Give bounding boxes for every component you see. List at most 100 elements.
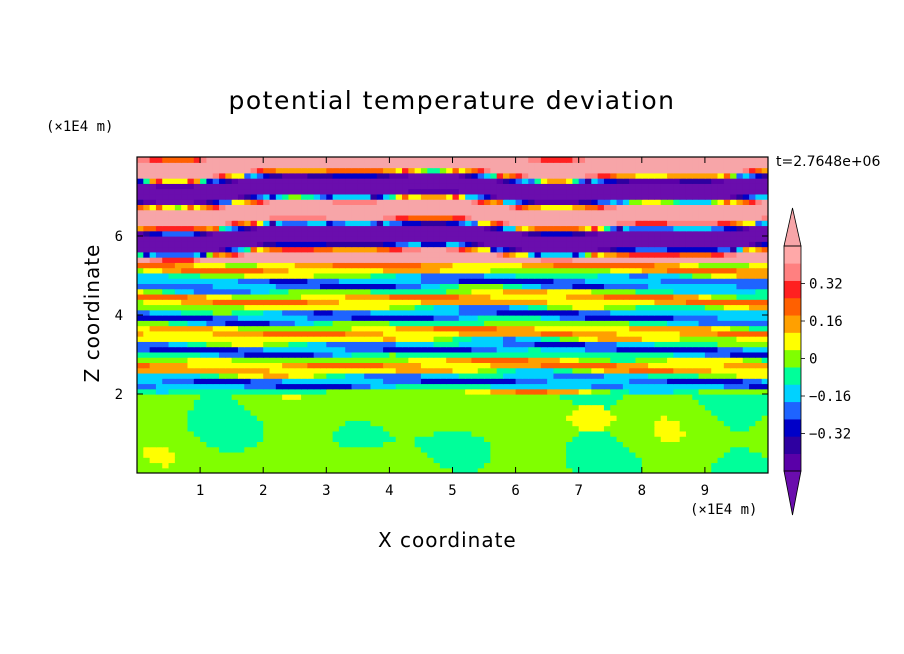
heatmap-cell [200, 420, 208, 427]
heatmap-cell [585, 304, 592, 311]
heatmap-cell [149, 378, 157, 385]
heatmap-cell [137, 420, 144, 427]
heatmap-cell [219, 288, 226, 295]
heatmap-cell [338, 336, 346, 342]
heatmap-cell [313, 404, 321, 411]
heatmap-cell [313, 309, 321, 316]
heatmap-cell [408, 446, 416, 453]
heatmap-cell [540, 225, 548, 232]
heatmap-cell [383, 320, 390, 327]
heatmap-cell [622, 388, 630, 395]
heatmap-cell [566, 362, 573, 369]
heatmap-cell [174, 425, 182, 432]
heatmap-cell [408, 415, 416, 421]
heatmap-cell [736, 309, 744, 316]
heatmap-cell [761, 241, 768, 248]
heatmap-cell [465, 278, 473, 284]
heatmap-cell [338, 262, 346, 269]
heatmap-cell [521, 446, 529, 453]
heatmap-cell [673, 383, 681, 390]
heatmap-cell [256, 441, 264, 448]
heatmap-cell [187, 372, 195, 379]
heatmap-cell [402, 246, 409, 253]
heatmap-cell [603, 383, 611, 390]
heatmap-cell [704, 262, 712, 269]
heatmap-cell [610, 299, 618, 306]
heatmap-cell [635, 278, 643, 284]
heatmap-cell [231, 251, 239, 258]
heatmap-cell [414, 436, 422, 442]
heatmap-cell [616, 467, 624, 473]
heatmap-cell [622, 304, 630, 311]
heatmap-cell [667, 251, 674, 258]
heatmap-cell [402, 367, 409, 374]
heatmap-cell [338, 283, 346, 290]
heatmap-cell [414, 372, 422, 379]
heatmap-cell [225, 351, 233, 358]
heatmap-cell [174, 251, 182, 258]
heatmap-cell [679, 383, 687, 390]
heatmap-cell [723, 241, 731, 248]
heatmap-cell [301, 436, 308, 442]
heatmap-cell [742, 304, 750, 311]
heatmap-cell [704, 457, 712, 464]
heatmap-cell [376, 283, 384, 290]
heatmap-cell [174, 394, 182, 400]
heatmap-cell [654, 346, 662, 353]
heatmap-cell [174, 341, 182, 348]
heatmap-cell [521, 351, 529, 358]
heatmap-cell [654, 209, 662, 216]
heatmap-cell [742, 251, 750, 258]
heatmap-cell [458, 457, 466, 464]
heatmap-cell [408, 257, 416, 263]
heatmap-cell [736, 283, 744, 290]
heatmap-cell [458, 209, 466, 216]
heatmap-cell [597, 420, 605, 427]
heatmap-cell [622, 341, 630, 348]
heatmap-cell [313, 425, 321, 432]
heatmap-cell [137, 362, 144, 369]
heatmap-cell [585, 383, 592, 390]
heatmap-cell [502, 430, 510, 437]
heatmap-cell [225, 304, 233, 311]
heatmap-cell [648, 372, 656, 379]
heatmap-cell [225, 220, 233, 227]
heatmap-cell [622, 214, 630, 221]
heatmap-cell [206, 214, 214, 221]
heatmap-cell [389, 378, 397, 385]
heatmap-cell [345, 420, 353, 427]
heatmap-cell [383, 220, 390, 227]
heatmap-cell [383, 236, 390, 242]
heatmap-cell [244, 451, 252, 458]
heatmap-cell [420, 262, 428, 269]
heatmap-cell [509, 309, 517, 316]
heatmap-cell [376, 415, 384, 421]
heatmap-cell [528, 457, 536, 464]
heatmap-cell [654, 446, 662, 453]
heatmap-cell [364, 462, 372, 469]
heatmap-cell [427, 409, 435, 416]
heatmap-cell [591, 288, 599, 295]
heatmap-cell [187, 225, 195, 232]
heatmap-cell [521, 320, 529, 327]
heatmap-cell [585, 436, 592, 442]
heatmap-cell [256, 241, 264, 248]
heatmap-cell [673, 272, 681, 279]
heatmap-cell [471, 320, 479, 327]
heatmap-cell [528, 446, 536, 453]
heatmap-cell [755, 225, 763, 232]
heatmap-cell [395, 425, 403, 432]
heatmap-cell [742, 214, 750, 221]
heatmap-cell [351, 236, 359, 242]
heatmap-cell [692, 246, 700, 253]
heatmap-cell [730, 325, 738, 332]
heatmap-cell [174, 409, 182, 416]
heatmap-cell [301, 251, 308, 258]
heatmap-cell [263, 246, 271, 253]
heatmap-cell [338, 362, 346, 369]
heatmap-cell [603, 430, 611, 437]
heatmap-cell [364, 283, 372, 290]
heatmap-cell [357, 299, 365, 306]
heatmap-cell [269, 388, 277, 395]
heatmap-cell [370, 315, 378, 321]
